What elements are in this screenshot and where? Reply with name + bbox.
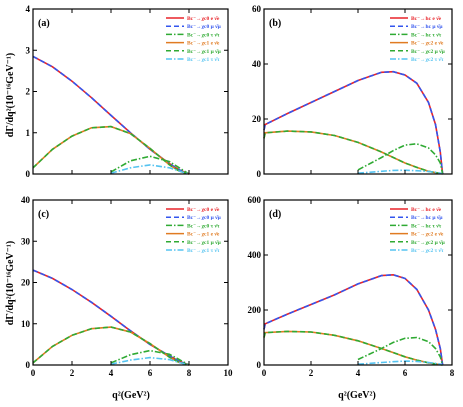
- panel-2-x-tick-label-0: 0: [31, 368, 36, 378]
- panel-1-y-tick-label-3: 60: [252, 4, 262, 14]
- panel-3-series-line-4: [263, 330, 443, 366]
- panel-0-legend-label-1: Bc⁻→χc0 μ ν̄μ: [187, 24, 222, 30]
- panel-0-legend-label-2: Bc⁻→χc0 τ ν̄τ: [187, 32, 220, 38]
- panel-2-x-tick-label-3: 6: [148, 368, 153, 378]
- panel-0-y-tick-label-4: 4: [26, 4, 31, 14]
- panel-1-series-line-5: [357, 169, 443, 175]
- panel-2-legend-label-2: Bc⁻→χc0 τ ν̄τ: [187, 223, 220, 229]
- panel-2-y-tick-label-2: 20: [21, 278, 31, 288]
- panel-1-y-tick-label-2: 40: [252, 59, 262, 69]
- panel-1-y-tick-label-1: 20: [252, 114, 262, 124]
- y-axis-title-bottom: dΓ/dq²(10⁻¹⁶GeV⁻¹): [5, 241, 16, 325]
- panel-2-y-tick-label-3: 30: [21, 236, 31, 246]
- y-axis-title-top: dΓ/dq²(10⁻¹⁶GeV⁻¹): [5, 53, 16, 137]
- panel-1-series-line-2: [357, 142, 444, 175]
- panel-1-legend: Bc⁻→hc e ν̄e Bc⁻→hc μ ν̄μ Bc⁻→hc τ ν̄τ Bc⁻→…: [390, 16, 446, 63]
- panel-3-legend: Bc⁻→hc e ν̄e Bc⁻→hc μ ν̄μ Bc⁻→hc τ ν̄τ Bc⁻→…: [390, 207, 446, 254]
- panel-3-series-line-2: [357, 336, 444, 366]
- panel-1-series-line-1: [263, 70, 444, 175]
- panel-0-series-line-3: [32, 125, 190, 175]
- panel-3-x-tick-label-4: 8: [450, 368, 455, 378]
- panel-2-y-tick-label-4: 40: [21, 195, 31, 205]
- panel-0-legend-label-3: Bc⁻→χc1 e ν̄e: [187, 41, 220, 47]
- x-axis-title-left: q²(GeV²): [112, 390, 150, 401]
- panel-0-series-line-1: [32, 55, 190, 175]
- panel-0-series-line-5: [110, 164, 190, 175]
- panel-2-legend-label-0: Bc⁻→χc0 e ν̄e: [187, 207, 220, 213]
- panel-1-y-tick-label-0: 0: [257, 169, 262, 179]
- panel-0-y-tick-label-3: 3: [26, 45, 31, 55]
- panel-1-legend-label-5: Bc⁻→χc2 τ ν̄τ: [411, 57, 444, 63]
- panel-2-y-tick-label-0: 0: [26, 360, 31, 370]
- panel-2-x-tick-label-5: 10: [224, 368, 234, 378]
- panel-2-legend-label-1: Bc⁻→χc0 μ ν̄μ: [187, 215, 222, 221]
- panel-1-label: (b): [269, 18, 281, 29]
- panel-3: 0 2 4 6 8 0 200 400 600 (d) Bc⁻→hc e ν̄e Bc⁻→hc μ ν…: [248, 195, 455, 378]
- panel-2-legend-label-3: Bc⁻→χc1 e ν̄e: [187, 232, 220, 238]
- panel-3-series-line-5: [357, 360, 443, 366]
- panel-2-series-line-4: [32, 326, 190, 366]
- panel-2-legend-label-4: Bc⁻→χc1 μ ν̄μ: [187, 240, 222, 246]
- panel-0-y-tick-label-0: 0: [26, 169, 31, 179]
- panel-2-series-line-0: [32, 269, 190, 366]
- panel-0-series-line-4: [32, 125, 190, 175]
- panel-2-label: (c): [38, 209, 49, 220]
- panel-3-legend-label-1: Bc⁻→hc μ ν̄μ: [411, 215, 443, 221]
- panel-3-y-tick-label-1: 200: [248, 305, 262, 315]
- panel-2-x-tick-label-1: 2: [70, 368, 75, 378]
- panel-3-legend-label-4: Bc⁻→χc2 μ ν̄μ: [411, 240, 446, 246]
- panel-3-x-tick-label-3: 6: [403, 368, 408, 378]
- panel-3-y-tick-label-2: 400: [248, 250, 262, 260]
- x-axis-title-right: q²(GeV²): [338, 390, 376, 401]
- panel-0-legend-label-0: Bc⁻→χc0 e ν̄e: [187, 16, 220, 22]
- panel-2-legend: Bc⁻→χc0 e ν̄e Bc⁻→χc0 μ ν̄μ Bc⁻→χc0 τ ν̄τ B…: [166, 207, 222, 254]
- panel-0-label: (a): [38, 18, 50, 29]
- panel-3-legend-label-3: Bc⁻→χc2 e ν̄e: [411, 232, 444, 238]
- panel-0-legend-label-4: Bc⁻→χc1 μ ν̄μ: [187, 49, 222, 55]
- panel-0-legend-label-5: Bc⁻→χc1 τ ν̄τ: [187, 57, 220, 63]
- panel-3-x-tick-label-1: 2: [309, 368, 314, 378]
- panel-2-legend-label-5: Bc⁻→χc1 τ ν̄τ: [187, 248, 220, 254]
- panel-3-y-tick-label-3: 600: [248, 195, 262, 205]
- panel-1-legend-label-0: Bc⁻→hc e ν̄e: [411, 16, 442, 22]
- panel-3-x-tick-label-2: 4: [356, 368, 361, 378]
- panel-1-series-line-0: [263, 70, 444, 175]
- panel-2-series-line-5: [110, 356, 190, 366]
- panel-2-y-tick-label-1: 10: [21, 319, 31, 329]
- panel-3-x-tick-label-0: 0: [262, 368, 267, 378]
- panel-3-legend-label-2: Bc⁻→hc τ ν̄τ: [411, 223, 442, 229]
- panel-0-y-tick-label-2: 2: [26, 87, 31, 97]
- panel-1-legend-label-1: Bc⁻→hc μ ν̄μ: [411, 24, 443, 30]
- panel-3-series-line-3: [263, 330, 443, 366]
- panel-1-series-line-4: [263, 130, 443, 175]
- panel-1-legend-label-3: Bc⁻→χc2 e ν̄e: [411, 41, 444, 47]
- panel-3-series-line-1: [263, 273, 444, 366]
- panel-2-x-tick-label-4: 8: [187, 368, 192, 378]
- panel-3-label: (d): [269, 209, 281, 220]
- panel-2-series-line-2: [110, 349, 190, 366]
- panel-3-legend-label-5: Bc⁻→χc2 τ ν̄τ: [411, 248, 444, 254]
- panel-1-legend-label-2: Bc⁻→hc τ ν̄τ: [411, 32, 442, 38]
- panel-3-legend-label-0: Bc⁻→hc e ν̄e: [411, 207, 442, 213]
- panel-0-y-tick-label-1: 1: [26, 128, 31, 138]
- panel-0-legend: Bc⁻→χc0 e ν̄e Bc⁻→χc0 μ ν̄μ Bc⁻→χc0 τ ν̄τ B…: [166, 16, 222, 63]
- panel-2-series-line-1: [32, 269, 190, 366]
- panel-3-y-tick-label-0: 0: [257, 360, 262, 370]
- panel-1-legend-label-4: Bc⁻→χc2 μ ν̄μ: [411, 49, 446, 55]
- panel-2-x-tick-label-2: 4: [109, 368, 114, 378]
